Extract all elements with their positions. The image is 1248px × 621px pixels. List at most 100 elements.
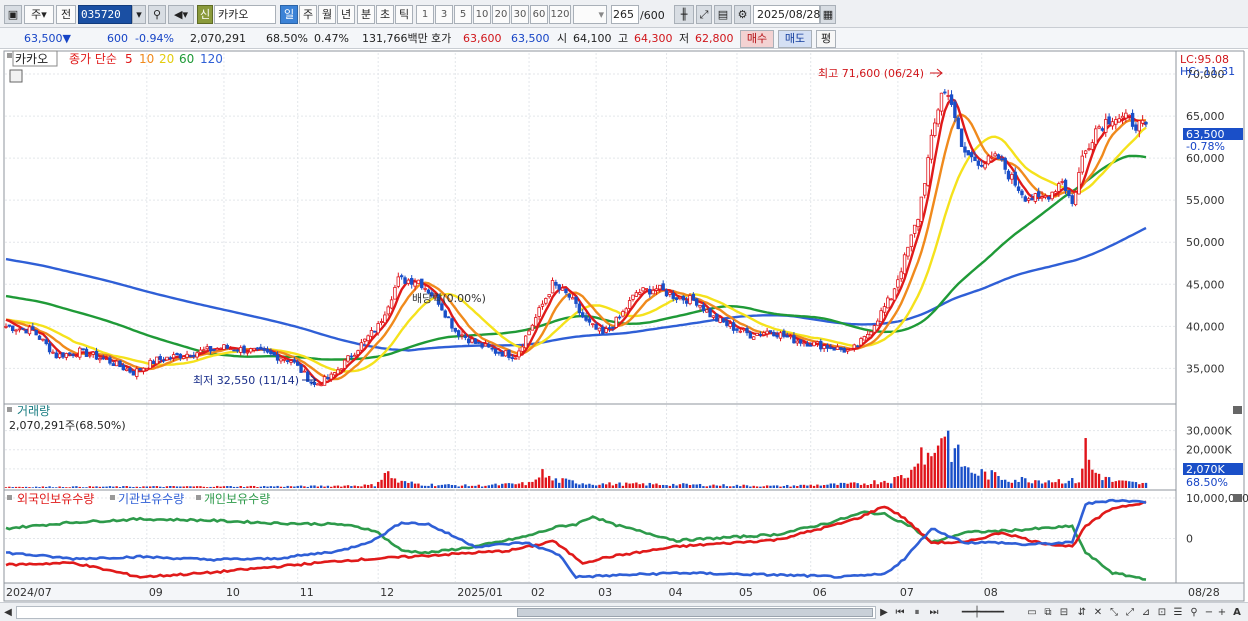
zoom-out-icon[interactable]: − xyxy=(1204,607,1214,618)
scroll-thumb[interactable] xyxy=(517,608,873,617)
stock-code-input[interactable]: 035720 xyxy=(78,5,132,24)
volume-bar xyxy=(1107,477,1111,488)
volume-bar xyxy=(122,486,125,488)
period-select[interactable]: 주▾ xyxy=(24,5,54,24)
volume-bar xyxy=(216,485,219,488)
tool-icon-4[interactable]: ⤢ xyxy=(1126,607,1134,618)
buy-button[interactable]: 매수 xyxy=(740,30,774,48)
candle-body xyxy=(681,295,685,301)
chart-layout-icon[interactable]: ▣ xyxy=(4,5,22,24)
layout-icon[interactable]: ▭ xyxy=(1027,607,1037,618)
minute-unit-30[interactable]: 30 xyxy=(511,5,529,24)
scroll-track[interactable] xyxy=(16,606,876,619)
volume-bar xyxy=(430,483,434,488)
holding-panel-close-icon[interactable] xyxy=(1233,494,1242,502)
tab-tick[interactable]: 틱 xyxy=(395,5,413,24)
stock-label-box[interactable] xyxy=(12,50,58,67)
sound-icon[interactable]: ◀▾ xyxy=(168,5,194,24)
tool-icon-3[interactable]: ⤡ xyxy=(1110,607,1118,618)
volume-bar xyxy=(1014,479,1017,488)
code-dropdown-icon[interactable]: ▾ xyxy=(132,5,146,24)
pause-icon[interactable]: ⏸ xyxy=(914,607,920,618)
tool-icon-2[interactable]: ✕ xyxy=(1093,607,1103,618)
candle-body xyxy=(1144,121,1148,125)
volume-panel-handle-icon[interactable] xyxy=(7,407,12,412)
scroll-right-icon[interactable]: ▶ xyxy=(880,607,888,618)
candle-body xyxy=(1083,150,1088,155)
candle-body xyxy=(581,312,585,318)
split-icon[interactable]: ⊟ xyxy=(1059,607,1069,618)
eval-button[interactable]: 평 xyxy=(816,30,836,48)
settings-gear-icon[interactable]: ⚙ xyxy=(734,5,751,24)
volume-bar xyxy=(641,483,645,488)
minute-unit-10[interactable]: 10 xyxy=(473,5,491,24)
calendar-icon[interactable]: ▦ xyxy=(820,5,836,24)
tool-icon-5[interactable]: ⊿ xyxy=(1141,607,1151,618)
zoom-slider[interactable]: ━━┿━━━━ xyxy=(961,607,1005,618)
volume-bar xyxy=(316,486,320,488)
candle-body xyxy=(778,332,783,339)
legend-institution: 기관보유수량 xyxy=(118,492,184,506)
candle-body xyxy=(735,328,739,331)
holding-panel-handle-icon[interactable] xyxy=(7,495,12,500)
rewind-icon[interactable]: ⏮ xyxy=(895,607,905,618)
minute-unit-5[interactable]: 5 xyxy=(454,5,472,24)
minute-unit-20[interactable]: 20 xyxy=(492,5,510,24)
tool-icon-7[interactable]: ☰ xyxy=(1173,607,1183,618)
candle-body xyxy=(121,364,126,371)
prev-button[interactable]: 전 xyxy=(56,5,76,24)
chart-area[interactable]: 70,000 65,000 60,000 55,000 50,000 45,000 40,0… xyxy=(0,49,1248,602)
minute-unit-3[interactable]: 3 xyxy=(435,5,453,24)
volume-bar xyxy=(648,482,651,488)
candle-body xyxy=(785,335,789,338)
candle-body xyxy=(510,357,514,359)
save-icon[interactable]: ▤ xyxy=(714,5,732,24)
date-field[interactable]: 2025/08/28 xyxy=(753,5,820,24)
candle-body xyxy=(872,325,877,333)
volume-bar xyxy=(390,478,393,488)
candle-body xyxy=(795,340,799,344)
tab-day[interactable]: 일 xyxy=(280,5,298,24)
scroll-left-icon[interactable]: ◀ xyxy=(4,607,12,618)
volume-panel-close-icon[interactable] xyxy=(1233,406,1242,414)
tool-icon-1[interactable]: ⇵ xyxy=(1077,607,1087,618)
drawing-tools-icon[interactable]: ⤢ xyxy=(696,5,712,24)
tool-icon-6[interactable]: ⊡ xyxy=(1157,607,1167,618)
table-toggle-icon[interactable] xyxy=(9,69,23,83)
tab-week[interactable]: 주 xyxy=(299,5,317,24)
candle-body xyxy=(265,348,270,353)
zoom-in-icon[interactable]: + xyxy=(1217,607,1227,618)
volume-bar xyxy=(990,470,993,488)
volume-bar xyxy=(970,472,973,488)
tab-month[interactable]: 월 xyxy=(318,5,336,24)
candle-body xyxy=(1124,112,1128,119)
search-icon[interactable]: ⚲ xyxy=(148,5,166,24)
candle-body xyxy=(94,350,99,360)
minute-unit-120[interactable]: 120 xyxy=(549,5,571,24)
candle-body xyxy=(782,330,786,337)
tab-minute[interactable]: 분 xyxy=(357,5,375,24)
volume-bar xyxy=(980,469,983,488)
tab-second[interactable]: 초 xyxy=(376,5,394,24)
unit-dropdown[interactable]: ▾ xyxy=(573,5,607,24)
volume-bar xyxy=(467,486,470,488)
sell-button[interactable]: 매도 xyxy=(778,30,812,48)
stock-chart[interactable]: 70,000 65,000 60,000 55,000 50,000 45,000 40,0… xyxy=(0,49,1248,602)
volume-bar xyxy=(232,486,236,488)
volume-bar xyxy=(930,456,933,488)
data-count-input[interactable]: 265 xyxy=(611,5,639,24)
candle-body xyxy=(540,303,545,307)
candle-type-icon[interactable]: ╫ xyxy=(674,5,694,24)
minute-unit-60[interactable]: 60 xyxy=(530,5,548,24)
zoom-search-icon[interactable]: ⚲ xyxy=(1190,607,1198,618)
compare-icon[interactable]: ⧉ xyxy=(1044,607,1052,618)
play-icon[interactable]: ⏭ xyxy=(929,607,939,618)
stock-name-field[interactable]: 카카오 xyxy=(214,5,276,24)
tab-year[interactable]: 년 xyxy=(337,5,355,24)
minute-unit-1[interactable]: 1 xyxy=(416,5,434,24)
volume-bar xyxy=(1007,481,1010,488)
candle-body xyxy=(34,329,38,336)
volume-bar xyxy=(1124,480,1128,488)
font-size-icon[interactable]: A xyxy=(1233,607,1241,618)
panel-handle-icon[interactable] xyxy=(7,53,12,58)
